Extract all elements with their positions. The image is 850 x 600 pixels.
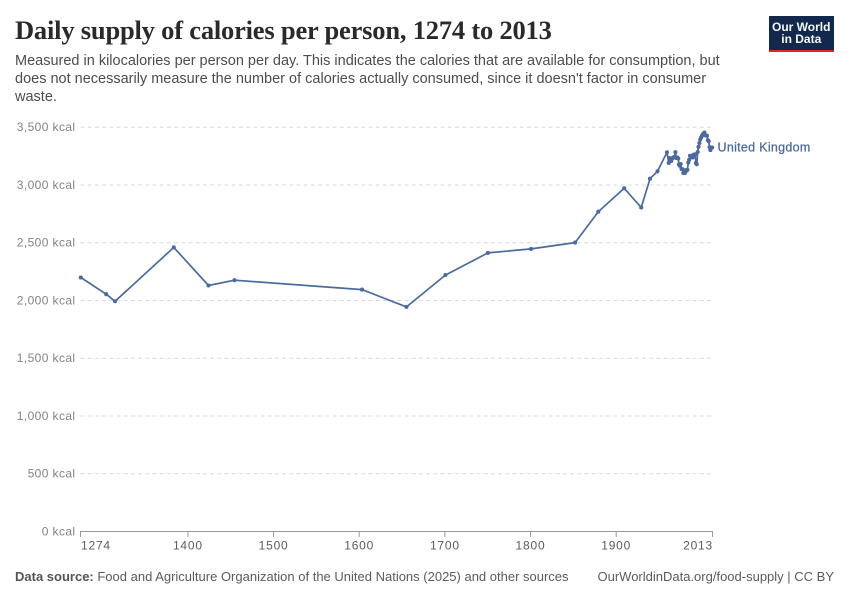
svg-text:0 kcal: 0 kcal xyxy=(42,525,76,539)
svg-text:2,000 kcal: 2,000 kcal xyxy=(17,294,76,308)
svg-text:2,500 kcal: 2,500 kcal xyxy=(17,236,76,250)
svg-text:United Kingdom: United Kingdom xyxy=(718,141,811,155)
svg-text:1500: 1500 xyxy=(259,539,289,553)
svg-text:1400: 1400 xyxy=(173,539,203,553)
svg-text:1600: 1600 xyxy=(344,539,374,553)
svg-text:1,500 kcal: 1,500 kcal xyxy=(17,351,76,365)
svg-text:3,500 kcal: 3,500 kcal xyxy=(17,120,76,134)
svg-text:1,000 kcal: 1,000 kcal xyxy=(17,409,76,423)
svg-text:2013: 2013 xyxy=(683,539,713,553)
svg-text:1700: 1700 xyxy=(430,539,460,553)
svg-text:500 kcal: 500 kcal xyxy=(28,467,76,481)
svg-text:3,000 kcal: 3,000 kcal xyxy=(17,178,76,192)
svg-text:1900: 1900 xyxy=(601,539,631,553)
svg-text:1800: 1800 xyxy=(516,539,546,553)
svg-text:1274: 1274 xyxy=(81,539,111,553)
